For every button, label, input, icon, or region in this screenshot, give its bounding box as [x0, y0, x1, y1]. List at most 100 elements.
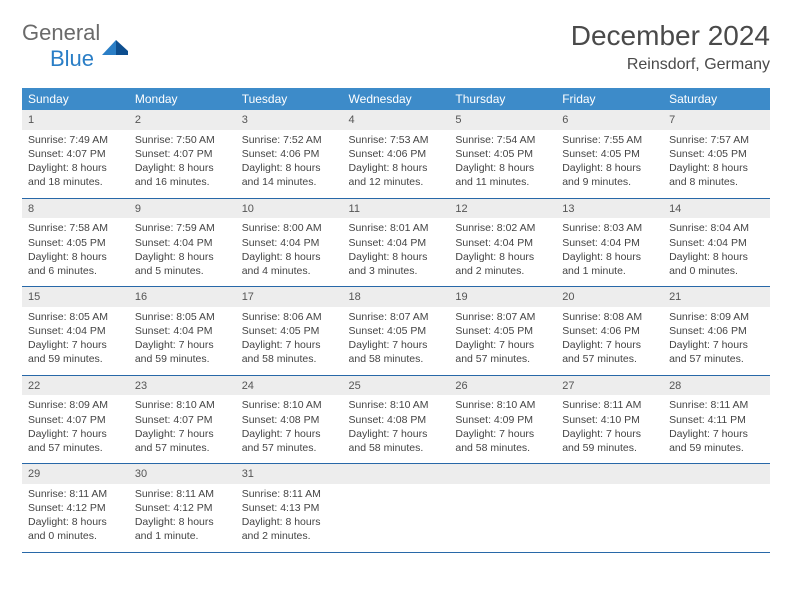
- daylight-text: Daylight: 8 hours and 1 minute.: [135, 515, 230, 543]
- sunrise-text: Sunrise: 7:58 AM: [28, 221, 123, 235]
- sunrise-text: Sunrise: 8:01 AM: [349, 221, 444, 235]
- calendar-day-cell: 15Sunrise: 8:05 AMSunset: 4:04 PMDayligh…: [22, 287, 129, 376]
- day-number: 23: [129, 376, 236, 396]
- daylight-text: Daylight: 8 hours and 11 minutes.: [455, 161, 550, 189]
- day-body: Sunrise: 8:01 AMSunset: 4:04 PMDaylight:…: [343, 218, 450, 286]
- daylight-text: Daylight: 7 hours and 58 minutes.: [349, 338, 444, 366]
- daylight-text: Daylight: 7 hours and 58 minutes.: [455, 427, 550, 455]
- calendar-day-cell: 10Sunrise: 8:00 AMSunset: 4:04 PMDayligh…: [236, 198, 343, 287]
- day-number: 18: [343, 287, 450, 307]
- sunset-text: Sunset: 4:12 PM: [135, 501, 230, 515]
- day-body: Sunrise: 8:04 AMSunset: 4:04 PMDaylight:…: [663, 218, 770, 286]
- sunset-text: Sunset: 4:05 PM: [562, 147, 657, 161]
- day-number: 20: [556, 287, 663, 307]
- empty-daybody: [343, 484, 450, 552]
- calendar-day-cell: 21Sunrise: 8:09 AMSunset: 4:06 PMDayligh…: [663, 287, 770, 376]
- day-body: Sunrise: 8:08 AMSunset: 4:06 PMDaylight:…: [556, 307, 663, 375]
- day-body: Sunrise: 8:10 AMSunset: 4:07 PMDaylight:…: [129, 395, 236, 463]
- weekday-header: Wednesday: [343, 88, 450, 110]
- sunset-text: Sunset: 4:07 PM: [135, 413, 230, 427]
- day-number: 11: [343, 199, 450, 219]
- weekday-header: Tuesday: [236, 88, 343, 110]
- calendar-day-cell: 20Sunrise: 8:08 AMSunset: 4:06 PMDayligh…: [556, 287, 663, 376]
- day-number: 14: [663, 199, 770, 219]
- day-number: 2: [129, 110, 236, 130]
- calendar-day-cell: 19Sunrise: 8:07 AMSunset: 4:05 PMDayligh…: [449, 287, 556, 376]
- calendar-day-cell: 27Sunrise: 8:11 AMSunset: 4:10 PMDayligh…: [556, 375, 663, 464]
- sunset-text: Sunset: 4:05 PM: [349, 324, 444, 338]
- empty-daynum: [449, 464, 556, 484]
- day-number: 30: [129, 464, 236, 484]
- daylight-text: Daylight: 7 hours and 59 minutes.: [562, 427, 657, 455]
- weekday-header-row: Sunday Monday Tuesday Wednesday Thursday…: [22, 88, 770, 110]
- daylight-text: Daylight: 8 hours and 12 minutes.: [349, 161, 444, 189]
- sunrise-text: Sunrise: 7:53 AM: [349, 133, 444, 147]
- logo-mark-icon: [102, 37, 128, 55]
- day-number: 10: [236, 199, 343, 219]
- calendar-day-cell: 24Sunrise: 8:10 AMSunset: 4:08 PMDayligh…: [236, 375, 343, 464]
- day-number: 28: [663, 376, 770, 396]
- calendar-day-cell: 28Sunrise: 8:11 AMSunset: 4:11 PMDayligh…: [663, 375, 770, 464]
- calendar-day-cell: 30 Sunrise: 8:11 AMSunset: 4:12 PMDayligh…: [129, 464, 236, 553]
- calendar-day-cell: [663, 464, 770, 553]
- sunrise-text: Sunrise: 8:10 AM: [135, 398, 230, 412]
- calendar-day-cell: 11Sunrise: 8:01 AMSunset: 4:04 PMDayligh…: [343, 198, 450, 287]
- sunset-text: Sunset: 4:05 PM: [455, 147, 550, 161]
- sunrise-text: Sunrise: 8:00 AM: [242, 221, 337, 235]
- day-body: Sunrise: 8:10 AMSunset: 4:08 PMDaylight:…: [343, 395, 450, 463]
- sunrise-text: Sunrise: 8:07 AM: [349, 310, 444, 324]
- sunset-text: Sunset: 4:07 PM: [28, 413, 123, 427]
- sunset-text: Sunset: 4:04 PM: [135, 324, 230, 338]
- calendar-day-cell: 31Sunrise: 8:11 AMSunset: 4:13 PMDayligh…: [236, 464, 343, 553]
- calendar-day-cell: 26Sunrise: 8:10 AMSunset: 4:09 PMDayligh…: [449, 375, 556, 464]
- day-body: Sunrise: 7:58 AMSunset: 4:05 PMDaylight:…: [22, 218, 129, 286]
- daylight-text: Daylight: 8 hours and 0 minutes.: [669, 250, 764, 278]
- calendar-day-cell: 3Sunrise: 7:52 AMSunset: 4:06 PMDaylight…: [236, 110, 343, 198]
- daylight-text: Daylight: 7 hours and 59 minutes.: [28, 338, 123, 366]
- daylight-text: Daylight: 7 hours and 57 minutes.: [669, 338, 764, 366]
- sunrise-text: Sunrise: 7:52 AM: [242, 133, 337, 147]
- day-number: 16: [129, 287, 236, 307]
- day-body: Sunrise: 8:00 AMSunset: 4:04 PMDaylight:…: [236, 218, 343, 286]
- day-number: 4: [343, 110, 450, 130]
- day-number: 1: [22, 110, 129, 130]
- day-body: Sunrise: 8:05 AMSunset: 4:04 PMDaylight:…: [129, 307, 236, 375]
- sunrise-text: Sunrise: 8:11 AM: [135, 487, 230, 501]
- sunset-text: Sunset: 4:06 PM: [669, 324, 764, 338]
- calendar-day-cell: 22Sunrise: 8:09 AMSunset: 4:07 PMDayligh…: [22, 375, 129, 464]
- sunset-text: Sunset: 4:04 PM: [28, 324, 123, 338]
- day-number: 21: [663, 287, 770, 307]
- calendar-day-cell: 13Sunrise: 8:03 AMSunset: 4:04 PMDayligh…: [556, 198, 663, 287]
- sunset-text: Sunset: 4:04 PM: [455, 236, 550, 250]
- daylight-text: Daylight: 8 hours and 16 minutes.: [135, 161, 230, 189]
- calendar-day-cell: [343, 464, 450, 553]
- calendar-day-cell: 5Sunrise: 7:54 AMSunset: 4:05 PMDaylight…: [449, 110, 556, 198]
- day-body: Sunrise: 8:05 AMSunset: 4:04 PMDaylight:…: [22, 307, 129, 375]
- day-body: Sunrise: 8:09 AMSunset: 4:07 PMDaylight:…: [22, 395, 129, 463]
- daylight-text: Daylight: 8 hours and 1 minute.: [562, 250, 657, 278]
- sunset-text: Sunset: 4:07 PM: [135, 147, 230, 161]
- sunset-text: Sunset: 4:08 PM: [349, 413, 444, 427]
- sunset-text: Sunset: 4:05 PM: [242, 324, 337, 338]
- weekday-header: Thursday: [449, 88, 556, 110]
- sunrise-text: Sunrise: 8:02 AM: [455, 221, 550, 235]
- day-number: 19: [449, 287, 556, 307]
- day-body: Sunrise: 7:59 AMSunset: 4:04 PMDaylight:…: [129, 218, 236, 286]
- calendar-day-cell: 7Sunrise: 7:57 AMSunset: 4:05 PMDaylight…: [663, 110, 770, 198]
- day-body: Sunrise: 8:11 AMSunset: 4:12 PMDaylight:…: [22, 484, 129, 552]
- sunset-text: Sunset: 4:06 PM: [349, 147, 444, 161]
- calendar-day-cell: 14Sunrise: 8:04 AMSunset: 4:04 PMDayligh…: [663, 198, 770, 287]
- calendar-day-cell: 17Sunrise: 8:06 AMSunset: 4:05 PMDayligh…: [236, 287, 343, 376]
- daylight-text: Daylight: 8 hours and 2 minutes.: [455, 250, 550, 278]
- calendar-week-row: 29Sunrise: 8:11 AMSunset: 4:12 PMDayligh…: [22, 464, 770, 553]
- sunset-text: Sunset: 4:04 PM: [562, 236, 657, 250]
- day-body: Sunrise: 8:11 AMSunset: 4:11 PMDaylight:…: [663, 395, 770, 463]
- sunset-text: Sunset: 4:04 PM: [242, 236, 337, 250]
- daylight-text: Daylight: 8 hours and 9 minutes.: [562, 161, 657, 189]
- weekday-header: Sunday: [22, 88, 129, 110]
- logo: General Blue: [22, 20, 128, 72]
- daylight-text: Daylight: 7 hours and 57 minutes.: [562, 338, 657, 366]
- daylight-text: Daylight: 7 hours and 59 minutes.: [135, 338, 230, 366]
- day-body: Sunrise: 8:07 AMSunset: 4:05 PMDaylight:…: [449, 307, 556, 375]
- day-body: Sunrise: 8:10 AMSunset: 4:08 PMDaylight:…: [236, 395, 343, 463]
